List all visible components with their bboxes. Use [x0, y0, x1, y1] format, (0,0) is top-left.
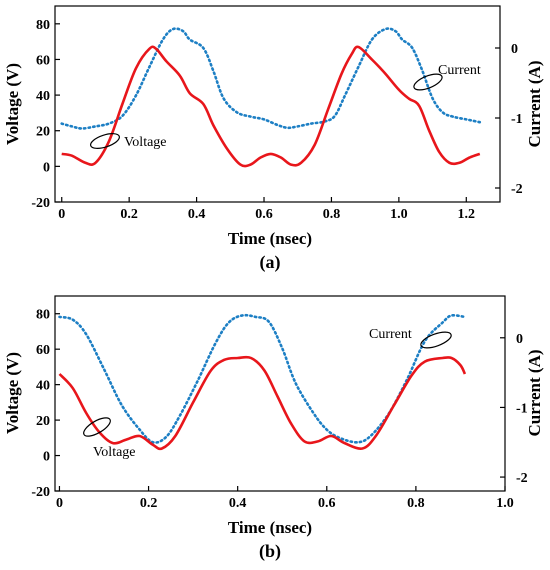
panel-label-b: (b): [259, 541, 281, 562]
y-axis-title-left-a: Voltage (V): [3, 63, 22, 145]
voltage-annotation-a: Voltage: [124, 135, 167, 150]
x-tick-label-b: 0.8: [407, 496, 425, 511]
x-tick-label-b: 0.4: [229, 496, 247, 511]
x-tick-label-b: 0.2: [140, 496, 158, 511]
y-left-tick-label-b: 0: [43, 450, 50, 465]
ticks-a: 0 0.2 0.4 0.6 0.8 1.0 1.2 -20 0 20 40 60 80 -2 -1 0: [31, 18, 522, 222]
y-left-tick-label-b: 20: [36, 414, 50, 429]
panel-label-a: (a): [260, 252, 281, 273]
y-axis-title-left-b: Voltage (V): [3, 352, 22, 434]
x-tick-label-a: 0.2: [120, 207, 138, 222]
current-marker-ellipse-a: [413, 73, 443, 91]
y-right-tick-label-b: 0: [516, 332, 523, 347]
voltage-line-a: [61, 45, 481, 168]
x-tick-label-a: 0.6: [255, 207, 273, 222]
y-left-tick-label-a: 0: [43, 160, 50, 175]
x-tick-label-a: 1.0: [390, 207, 408, 222]
panel-a: 0 0.2 0.4 0.6 0.8 1.0 1.2 -20 0 20 40 60 80 -2 -1 0 Vol…: [3, 5, 544, 273]
y-left-tick-label-b: 80: [36, 308, 50, 323]
current-annotation-a: Current: [438, 63, 481, 78]
y-right-tick-label-a: 0: [511, 42, 518, 57]
ticks-b: 0 0.2 0.4 0.6 0.8 1.0 -20 0 20 40 60 80 -2 -1 0: [31, 308, 527, 511]
x-tick-label-a: 1.2: [458, 207, 476, 222]
y-left-tick-label-a: -20: [31, 196, 50, 211]
x-axis-title-b: Time (nsec): [228, 518, 312, 537]
y-left-tick-label-b: 40: [36, 379, 50, 394]
plot-frame-a: [54, 5, 501, 203]
plot-frame-b: [54, 295, 506, 492]
y-right-tick-label-a: -2: [511, 182, 523, 197]
y-right-tick-label-a: -1: [511, 112, 523, 127]
voltage-annotation-b: Voltage: [93, 445, 136, 460]
current-marker-ellipse-b: [420, 331, 452, 349]
y-left-tick-label-b: 60: [36, 343, 50, 358]
y-right-tick-label-b: -1: [516, 401, 528, 416]
x-tick-label-a: 0.8: [323, 207, 341, 222]
x-axis-title-a: Time (nsec): [228, 229, 312, 248]
y-left-tick-label-a: 60: [36, 53, 50, 68]
voltage-marker-ellipse-a: [90, 133, 120, 149]
panel-b: 0 0.2 0.4 0.6 0.8 1.0 -20 0 20 40 60 80 -2 -1 0 Voltag…: [3, 295, 544, 562]
y-axis-title-right-b: Current (A): [525, 349, 544, 436]
y-right-tick-label-b: -2: [516, 471, 528, 486]
x-tick-label-b: 1.0: [496, 496, 514, 511]
current-line-a: [60, 27, 482, 130]
x-tick-label-a: 0.4: [188, 207, 206, 222]
x-tick-label-b: 0.6: [318, 496, 336, 511]
y-left-tick-label-a: 80: [36, 18, 50, 33]
x-tick-label-a: 0: [58, 207, 65, 222]
x-tick-label-b: 0: [56, 496, 63, 511]
voltage-line-b: [58, 355, 467, 451]
voltage-marker-ellipse-b: [83, 417, 111, 437]
y-left-tick-label-a: 20: [36, 125, 50, 140]
y-left-tick-label-b: -20: [31, 485, 50, 500]
y-left-tick-label-a: 40: [36, 89, 50, 104]
current-annotation-b: Current: [369, 327, 412, 342]
y-axis-title-right-a: Current (A): [525, 60, 544, 147]
